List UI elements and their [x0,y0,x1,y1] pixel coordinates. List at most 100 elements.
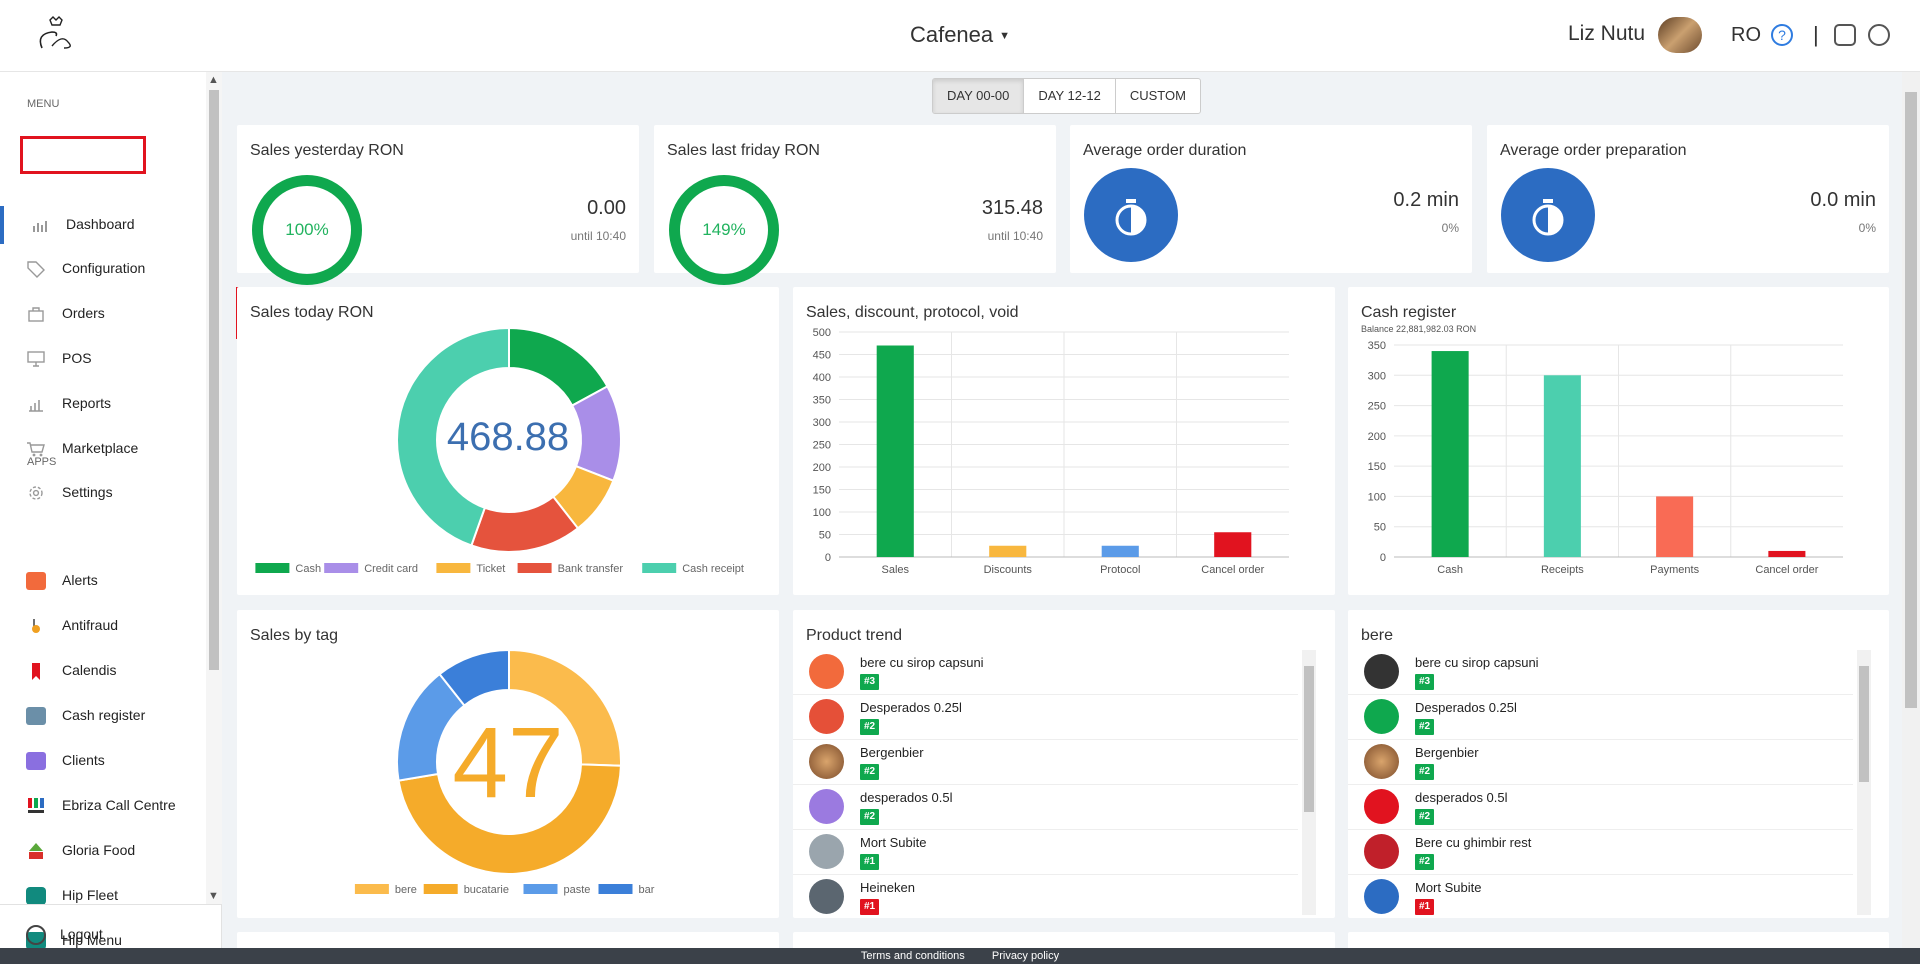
bar[interactable] [1431,351,1469,557]
product-name: Mort Subite [860,835,927,850]
donut-slice[interactable] [397,763,622,875]
exchange-icon[interactable] [1868,24,1890,46]
donut-slice[interactable] [438,648,510,707]
legend-swatch [423,884,458,894]
list-item[interactable]: desperados 0.5l #2 [1348,785,1853,830]
sidebar-item-pos[interactable]: POS [0,340,206,378]
sidebar-item-marketplace[interactable]: Marketplace [0,430,206,468]
card-partial [1348,932,1889,952]
sidebar-item-hip-fleet[interactable]: Hip Fleet [0,877,206,915]
help-icon[interactable]: ? [1771,24,1793,46]
kpi-value: 0.2 min [1393,189,1459,211]
bar[interactable] [1214,532,1252,557]
bere-card: bere bere cu sirop capsuni #3 Desperados … [1348,610,1889,918]
list-item[interactable]: Heineken #1 [793,875,1298,915]
cash-register-icon[interactable] [1834,24,1856,46]
list-item[interactable]: Mort Subite #1 [793,830,1298,875]
sidebar-item-alerts[interactable]: Alerts [0,562,206,600]
language-selector[interactable]: RO [1731,24,1761,46]
product-name: desperados 0.5l [860,790,953,805]
list-item[interactable]: bere cu sirop capsuni #3 [793,650,1298,695]
sidebar-item-gloria-food[interactable]: Gloria Food [0,832,206,870]
tab-day-12-12[interactable]: DAY 12-12 [1024,79,1116,113]
list-item[interactable]: desperados 0.5l #2 [793,785,1298,830]
coffeetale-logo[interactable] [28,16,84,56]
sidebar-item-clients[interactable]: Clients [0,742,206,780]
list-item[interactable]: Desperados 0.25l #2 [793,695,1298,740]
sidebar-item-dashboard[interactable]: Dashboard [0,206,206,244]
list-scrollbar-thumb[interactable] [1304,666,1314,812]
y-tick-label: 400 [813,372,831,384]
card-title: Cash register [1361,304,1457,321]
scroll-down-icon[interactable]: ▼ [208,890,219,902]
privacy-link[interactable]: Privacy policy [991,950,1060,962]
bar[interactable] [1768,550,1806,557]
card-title: Average order duration [1083,142,1247,159]
venue-selector[interactable]: Cafenea ▼ [0,22,1920,48]
bar[interactable] [989,545,1027,557]
list-item[interactable]: Bere cu ghimbir rest #2 [1348,830,1853,875]
list-item[interactable]: bere cu sirop capsuni #3 [1348,650,1853,695]
list-item[interactable]: Bergenbier #2 [1348,740,1853,785]
list-item[interactable]: Bergenbier #2 [793,740,1298,785]
sidebar-item-antifraud[interactable]: Antifraud [0,607,206,645]
rank-badge: #2 [860,809,880,825]
time-range-tabs: DAY 00-00 DAY 12-12 CUSTOM [932,78,1201,114]
tag-icon [809,789,844,824]
bar[interactable] [1656,496,1694,557]
card-title: Sales yesterday RON [250,142,404,159]
legend-swatch [523,884,558,894]
divider: | [1813,22,1819,47]
sidebar-item-calendis[interactable]: Calendis [0,652,206,690]
rank-badge: #1 [860,899,880,915]
scroll-up-icon[interactable]: ▲ [208,74,219,86]
sidebar-item-label: Antifraud [62,617,119,633]
sidebar-item-reports[interactable]: Reports [0,385,206,423]
sidebar-item-configuration[interactable]: Configuration [0,250,206,288]
list-item[interactable]: Mort Subite #1 [1348,875,1853,915]
sidebar-item-orders[interactable]: Orders [0,295,206,333]
sidebar-item-ebriza-call-centre[interactable]: Ebriza Call Centre [0,787,206,825]
sidebar-item-cash-register[interactable]: Cash register [0,697,206,735]
tab-day-00-00[interactable]: DAY 00-00 [933,79,1025,113]
page-scrollbar-thumb[interactable] [1905,92,1917,708]
tag-icon [1364,699,1399,734]
y-tick-label: 500 [813,327,831,339]
stopwatch-icon [1084,168,1178,262]
sidebar-item-label: Configuration [62,260,146,276]
logout-button[interactable]: Logout [0,904,222,964]
product-name: Desperados 0.25l [1415,700,1517,715]
sidebar-item-label: Settings [62,484,113,500]
y-tick-label: 0 [1380,552,1386,564]
card-title: Product trend [806,627,903,644]
bar[interactable] [876,345,914,558]
x-tick-label: Sales [881,564,909,576]
legend-label: bere [395,884,417,896]
sidebar-item-settings[interactable]: Settings [0,474,206,512]
tab-custom[interactable]: CUSTOM [1129,88,1186,103]
x-tick-label: Cash [1437,564,1463,576]
tag-icon [1364,879,1399,914]
x-tick-label: Protocol [1100,564,1140,576]
terms-link[interactable]: Terms and conditions [860,950,965,962]
sidebar-item-label: Orders [62,305,105,321]
y-tick-label: 300 [1368,370,1386,382]
sidebar-item-label: POS [62,350,92,366]
product-image [809,744,844,779]
card-title: Sales by tag [250,627,339,644]
rank-badge: #2 [1415,719,1435,735]
bar[interactable] [1543,375,1581,557]
y-tick-label: 250 [813,440,831,452]
list-scrollbar-thumb[interactable] [1859,666,1869,782]
user-name[interactable]: Liz Nutu [1568,22,1646,45]
bar[interactable] [1101,545,1139,557]
donut-slice[interactable] [396,326,510,547]
legend-swatch [324,563,359,573]
list-item[interactable]: Desperados 0.25l #2 [1348,695,1853,740]
sidebar-scrollbar-thumb[interactable] [209,90,219,670]
bell-icon [26,572,46,590]
product-name: Bere cu ghimbir rest [1415,835,1532,850]
avatar[interactable] [1658,17,1702,53]
sales-discount-card: Sales, discount, protocol, void 0 50 100 15… [793,287,1335,595]
sidebar-item-label: Alerts [62,572,98,588]
